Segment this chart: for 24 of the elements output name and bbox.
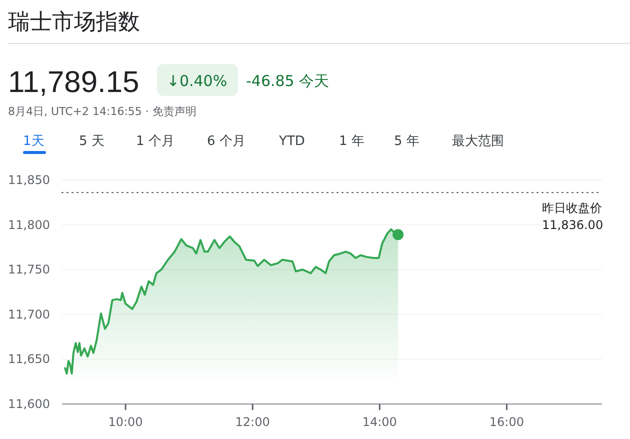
- y-tick-label: 11,700: [8, 307, 50, 322]
- chart-title: 瑞士市场指数: [8, 10, 140, 35]
- text: 11,789.15: [8, 66, 140, 99]
- text: -46.85 今天: [246, 72, 330, 90]
- text: 8月4日, UTC+2 14:16:55 · 免责声明: [8, 105, 196, 118]
- text: ↓0.40%: [166, 72, 228, 90]
- y-tick-label: 11,850: [8, 173, 50, 187]
- text: 5 年: [394, 134, 420, 149]
- text: 1 年: [339, 134, 364, 149]
- text: 6 个月: [207, 134, 246, 149]
- text: 1 个月: [136, 134, 174, 149]
- y-tick-label: 11,750: [8, 262, 50, 277]
- y-tick-label: 11,600: [8, 397, 50, 411]
- text: YTD: [278, 134, 305, 149]
- x-tick-label: 10:00: [108, 415, 143, 429]
- ref-line-label: 昨日收盘价 11,836.00: [542, 201, 604, 232]
- y-tick-label: 11,800: [8, 218, 50, 232]
- y-tick-label: 11,650: [8, 352, 50, 366]
- x-tick-label: 12:00: [235, 415, 270, 429]
- x-tick-label: 14:00: [362, 415, 397, 429]
- text: 5 天: [79, 134, 104, 149]
- x-tick-label: 16:00: [489, 415, 524, 429]
- text: 最大范围: [452, 134, 504, 149]
- text: 1天: [23, 134, 44, 149]
